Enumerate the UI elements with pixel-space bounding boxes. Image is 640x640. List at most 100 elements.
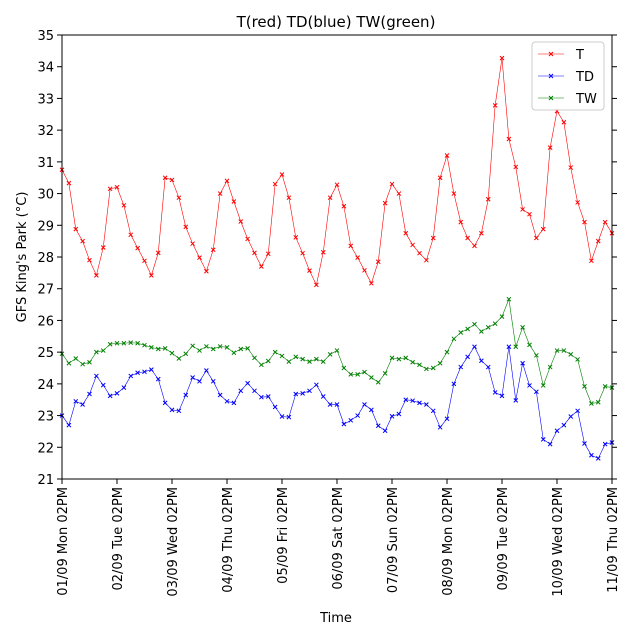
data-point xyxy=(327,402,333,407)
data-point xyxy=(451,191,457,196)
data-point xyxy=(451,336,457,342)
data-point xyxy=(403,355,409,361)
data-point xyxy=(520,325,525,330)
data-point xyxy=(595,238,601,244)
data-point xyxy=(272,181,278,187)
series-td xyxy=(59,344,615,461)
legend-label: TD xyxy=(575,70,594,85)
data-point xyxy=(210,378,216,384)
data-point xyxy=(231,400,237,406)
data-point xyxy=(375,423,381,429)
data-point xyxy=(575,357,580,362)
data-point xyxy=(100,245,106,250)
data-point xyxy=(272,349,278,355)
data-point xyxy=(279,353,285,359)
data-point xyxy=(513,344,519,350)
data-point xyxy=(589,258,594,264)
data-point xyxy=(589,452,594,458)
data-point xyxy=(437,175,443,181)
data-point xyxy=(396,356,402,362)
data-point xyxy=(334,348,340,353)
data-point xyxy=(128,232,134,238)
y-tick-label: 32 xyxy=(37,124,54,139)
data-point xyxy=(554,348,560,353)
data-point xyxy=(472,344,477,350)
x-tick-label: 01/09 Mon 02PM xyxy=(56,487,71,596)
data-point xyxy=(169,177,175,183)
data-point xyxy=(458,219,464,225)
x-tick-label: 11/09 Thu 02PM xyxy=(606,487,621,593)
data-point xyxy=(320,249,326,255)
data-point xyxy=(238,219,244,224)
data-point xyxy=(396,411,402,417)
data-point xyxy=(369,280,374,286)
y-tick-label: 28 xyxy=(37,251,54,266)
data-point xyxy=(527,383,532,388)
data-point xyxy=(582,219,587,225)
data-point xyxy=(66,360,72,366)
data-point xyxy=(114,340,120,346)
data-point xyxy=(362,402,367,407)
data-point xyxy=(300,356,305,362)
x-axis-label: Time xyxy=(319,611,352,626)
x-tick-label: 08/09 Mon 02PM xyxy=(441,487,456,596)
data-point xyxy=(73,226,79,232)
data-point xyxy=(492,103,498,108)
data-point xyxy=(561,348,567,353)
data-point xyxy=(410,398,415,404)
data-point xyxy=(595,399,601,405)
data-point xyxy=(547,145,553,150)
y-tick-label: 26 xyxy=(37,314,54,329)
data-point xyxy=(499,55,505,61)
data-point xyxy=(417,400,422,406)
data-point xyxy=(540,226,546,232)
data-point xyxy=(80,238,85,244)
legend-box xyxy=(531,41,605,111)
y-axis-label: GFS King's Park (°C) xyxy=(15,192,30,323)
data-point xyxy=(272,404,278,410)
data-point xyxy=(204,368,209,373)
data-point xyxy=(430,235,436,241)
data-point xyxy=(568,165,574,170)
data-point xyxy=(465,235,470,241)
data-point xyxy=(197,348,202,353)
data-point xyxy=(66,180,72,186)
data-point xyxy=(472,321,477,327)
data-point xyxy=(520,207,525,212)
data-point xyxy=(149,345,154,350)
data-point xyxy=(197,378,202,384)
data-point xyxy=(224,345,230,350)
data-point xyxy=(73,356,79,361)
data-point xyxy=(534,352,539,358)
legend-marker xyxy=(548,95,554,101)
data-point xyxy=(142,258,147,264)
data-point xyxy=(135,340,140,346)
data-point xyxy=(485,196,491,202)
data-point xyxy=(527,342,532,348)
data-point xyxy=(320,394,326,399)
data-point xyxy=(94,273,99,278)
data-point xyxy=(128,373,134,379)
data-point xyxy=(107,186,113,192)
legend-item-t: T xyxy=(538,48,584,63)
data-point xyxy=(238,388,244,394)
data-point xyxy=(293,234,299,240)
data-point xyxy=(87,359,92,365)
series-t xyxy=(59,55,615,288)
data-point xyxy=(479,329,484,334)
data-point xyxy=(210,247,216,253)
data-point xyxy=(589,401,594,406)
data-point xyxy=(265,358,271,364)
data-point xyxy=(80,361,85,367)
data-point xyxy=(135,245,140,251)
data-point xyxy=(341,203,347,209)
data-point xyxy=(437,360,443,366)
data-point xyxy=(100,382,106,388)
data-point xyxy=(458,330,464,335)
data-point xyxy=(348,371,354,377)
data-point xyxy=(314,382,319,388)
data-point xyxy=(245,345,250,351)
data-point xyxy=(87,391,92,397)
y-tick-label: 21 xyxy=(37,473,54,488)
data-point xyxy=(176,408,182,414)
